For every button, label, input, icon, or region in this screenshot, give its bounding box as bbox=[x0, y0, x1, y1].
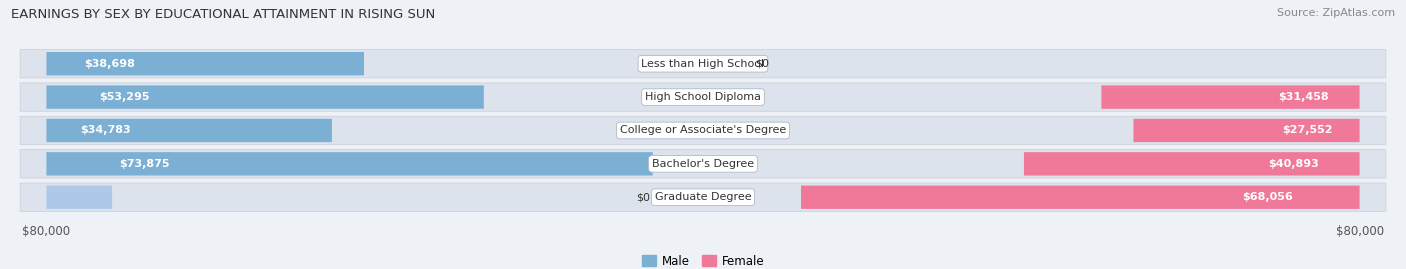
Text: $40,893: $40,893 bbox=[1268, 159, 1319, 169]
FancyBboxPatch shape bbox=[20, 183, 1386, 211]
FancyBboxPatch shape bbox=[801, 186, 1360, 209]
Text: $31,458: $31,458 bbox=[1278, 92, 1329, 102]
Text: College or Associate's Degree: College or Associate's Degree bbox=[620, 125, 786, 136]
Text: Less than High School: Less than High School bbox=[641, 59, 765, 69]
Text: EARNINGS BY SEX BY EDUCATIONAL ATTAINMENT IN RISING SUN: EARNINGS BY SEX BY EDUCATIONAL ATTAINMEN… bbox=[11, 8, 436, 21]
Text: $53,295: $53,295 bbox=[98, 92, 149, 102]
FancyBboxPatch shape bbox=[46, 152, 652, 175]
Text: $0: $0 bbox=[637, 192, 651, 202]
Text: Source: ZipAtlas.com: Source: ZipAtlas.com bbox=[1277, 8, 1395, 18]
FancyBboxPatch shape bbox=[1024, 152, 1360, 175]
Text: $34,783: $34,783 bbox=[80, 125, 131, 136]
FancyBboxPatch shape bbox=[46, 86, 484, 109]
Text: $27,552: $27,552 bbox=[1282, 125, 1333, 136]
FancyBboxPatch shape bbox=[46, 186, 112, 209]
Text: High School Diploma: High School Diploma bbox=[645, 92, 761, 102]
FancyBboxPatch shape bbox=[20, 116, 1386, 145]
FancyBboxPatch shape bbox=[20, 150, 1386, 178]
Text: $0: $0 bbox=[755, 59, 769, 69]
FancyBboxPatch shape bbox=[46, 119, 332, 142]
Legend: Male, Female: Male, Female bbox=[637, 250, 769, 269]
FancyBboxPatch shape bbox=[20, 83, 1386, 111]
Text: $38,698: $38,698 bbox=[84, 59, 135, 69]
FancyBboxPatch shape bbox=[1101, 86, 1360, 109]
FancyBboxPatch shape bbox=[20, 49, 1386, 78]
FancyBboxPatch shape bbox=[1133, 119, 1360, 142]
Text: $68,056: $68,056 bbox=[1241, 192, 1292, 202]
Text: Graduate Degree: Graduate Degree bbox=[655, 192, 751, 202]
Text: $73,875: $73,875 bbox=[120, 159, 170, 169]
Text: Bachelor's Degree: Bachelor's Degree bbox=[652, 159, 754, 169]
FancyBboxPatch shape bbox=[46, 52, 364, 75]
